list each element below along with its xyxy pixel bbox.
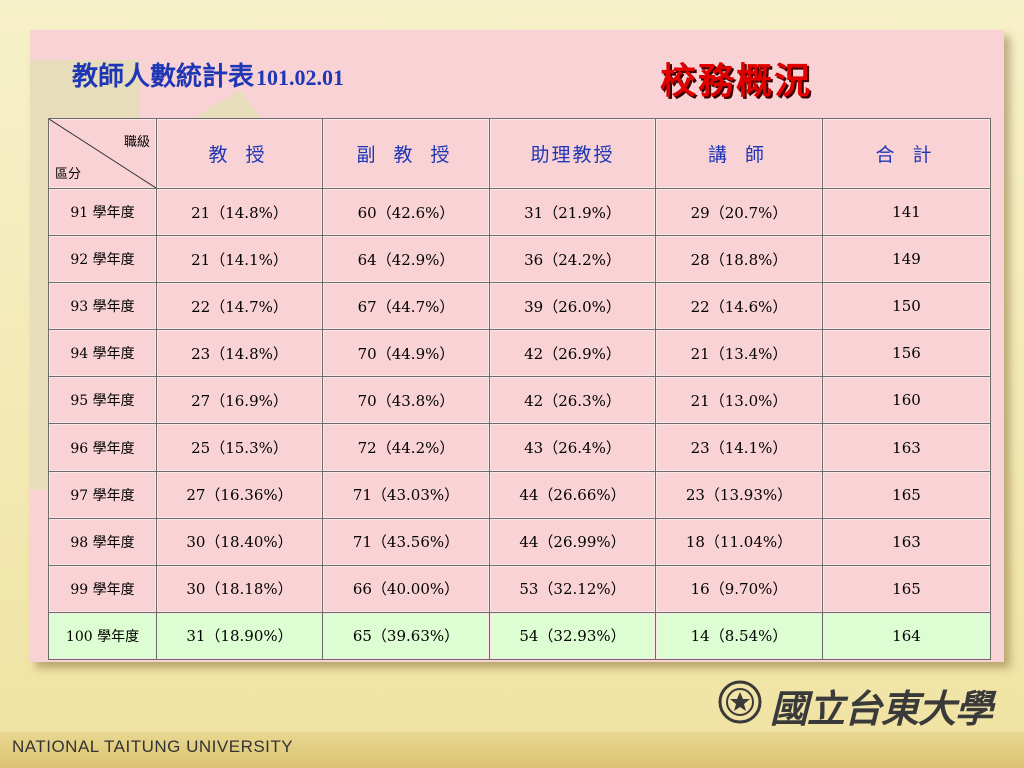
table-cell: 67（44.7%）	[322, 282, 490, 331]
table-cell: 43（26.4%）	[489, 423, 656, 472]
table-cell: 71（43.03%）	[322, 470, 490, 519]
table-row: 95 學年度 27（16.9%） 70（43.8%） 42（26.3%） 21（13.0…	[48, 376, 991, 425]
table-cell: 16（9.70%）	[655, 564, 823, 613]
row-header-year: 97 學年度	[48, 470, 157, 519]
row-header-year: 91 學年度	[48, 187, 157, 237]
table-header-row: 職級 區分 教 授 副 教 授 助理教授 講 師 合 計	[48, 118, 991, 189]
table-cell: 22（14.7%）	[156, 282, 323, 331]
table-cell: 72（44.2%）	[322, 423, 490, 472]
section-title: 校務概況	[660, 61, 813, 102]
faculty-stats-table: 職級 區分 教 授 副 教 授 助理教授 講 師 合 計 91 學年度 21（14…	[48, 118, 991, 661]
table-cell: 165	[822, 564, 991, 613]
column-header-associate-professor: 副 教 授	[322, 118, 490, 189]
page-title: 教師人數統計表101.02.01	[72, 56, 344, 93]
column-header-total: 合 計	[822, 118, 991, 189]
row-header-year: 93 學年度	[48, 282, 157, 331]
table-row: 99 學年度 30（18.18%） 66（40.00%） 53（32.12%） 16（9…	[48, 564, 991, 613]
table-cell: 44（26.99%）	[489, 517, 656, 566]
table-cell: 42（26.3%）	[489, 376, 656, 425]
table-cell: 141	[822, 187, 991, 237]
table-cell: 70（43.8%）	[322, 376, 490, 425]
table-cell: 28（18.8%）	[655, 235, 823, 284]
table-cell: 160	[822, 376, 991, 425]
table-cell: 60（42.6%）	[322, 187, 490, 237]
column-header-professor: 教 授	[156, 118, 323, 189]
table-row: 98 學年度 30（18.40%） 71（43.56%） 44（26.99%） 18（1…	[48, 517, 991, 566]
table-cell: 27（16.36%）	[156, 470, 323, 519]
table-cell: 163	[822, 517, 991, 566]
table-row: 100 學年度 31（18.90%） 65（39.63%） 54（32.93%） 14（…	[48, 611, 991, 661]
table-cell: 156	[822, 329, 991, 378]
table-cell: 23（13.93%）	[655, 470, 823, 519]
table-cell: 36（24.2%）	[489, 235, 656, 284]
table-cell: 66（40.00%）	[322, 564, 490, 613]
university-name-en: NATIONAL TAITUNG UNIVERSITY	[12, 737, 294, 756]
table-cell: 14（8.54%）	[655, 611, 823, 661]
table-body: 91 學年度 21（14.8%） 60（42.6%） 31（21.9%） 29（20.7…	[48, 187, 991, 661]
table-cell: 64（42.9%）	[322, 235, 490, 284]
table-row: 97 學年度 27（16.36%） 71（43.03%） 44（26.66%） 23（1…	[48, 470, 991, 519]
table-cell: 21（14.1%）	[156, 235, 323, 284]
table-cell: 39（26.0%）	[489, 282, 656, 331]
table-cell: 27（16.9%）	[156, 376, 323, 425]
table-cell: 54（32.93%）	[489, 611, 656, 661]
table-cell: 29（20.7%）	[655, 187, 823, 237]
table-cell: 65（39.63%）	[322, 611, 490, 661]
column-header-lecturer: 講 師	[655, 118, 823, 189]
table-cell: 23（14.8%）	[156, 329, 323, 378]
row-header-year: 99 學年度	[48, 564, 157, 613]
table-cell: 149	[822, 235, 991, 284]
corner-bottom-label: 區分	[55, 167, 82, 182]
table-cell: 22（14.6%）	[655, 282, 823, 331]
table-cell: 25（15.3%）	[156, 423, 323, 472]
title-date: 101.02.01	[256, 65, 345, 90]
table-cell: 53（32.12%）	[489, 564, 656, 613]
row-header-year: 98 學年度	[48, 517, 157, 566]
row-header-year: 94 學年度	[48, 329, 157, 378]
table-cell: 70（44.9%）	[322, 329, 490, 378]
table-row: 94 學年度 23（14.8%） 70（44.9%） 42（26.9%） 21（13.4…	[48, 329, 991, 378]
table-row: 96 學年度 25（15.3%） 72（44.2%） 43（26.4%） 23（14.1…	[48, 423, 991, 472]
table-cell: 71（43.56%）	[322, 517, 490, 566]
table-cell: 30（18.18%）	[156, 564, 323, 613]
row-header-year: 96 學年度	[48, 423, 157, 472]
table-cell: 44（26.66%）	[489, 470, 656, 519]
table-cell: 23（14.1%）	[655, 423, 823, 472]
table-cell: 21（14.8%）	[156, 187, 323, 237]
row-header-year: 100 學年度	[48, 611, 157, 661]
table-cell: 163	[822, 423, 991, 472]
table-cell: 21（13.4%）	[655, 329, 823, 378]
table-cell: 150	[822, 282, 991, 331]
table-cell: 30（18.40%）	[156, 517, 323, 566]
table-cell: 165	[822, 470, 991, 519]
table-row: 92 學年度 21（14.1%） 64（42.9%） 36（24.2%） 28（18.8…	[48, 235, 991, 284]
table-row: 93 學年度 22（14.7%） 67（44.7%） 39（26.0%） 22（14.6…	[48, 282, 991, 331]
corner-top-label: 職級	[123, 135, 150, 150]
table-cell: 42（26.9%）	[489, 329, 656, 378]
table-cell: 31（18.90%）	[156, 611, 323, 661]
table-cell: 164	[822, 611, 991, 661]
column-header-assistant-professor: 助理教授	[489, 118, 656, 189]
footer-band	[0, 732, 1024, 768]
row-header-year: 92 學年度	[48, 235, 157, 284]
university-name-zh: 國立台東大學	[770, 686, 993, 731]
row-header-year: 95 學年度	[48, 376, 157, 425]
table-cell: 31（21.9%）	[489, 187, 656, 237]
title-text: 教師人數統計表	[72, 62, 255, 92]
diagonal-line	[49, 119, 156, 188]
corner-cell: 職級 區分	[48, 118, 157, 189]
university-seal-icon	[718, 680, 762, 724]
table-cell: 18（11.04%）	[655, 517, 823, 566]
university-logo: 國立台東大學	[718, 676, 1018, 731]
table-cell: 21（13.0%）	[655, 376, 823, 425]
table-row: 91 學年度 21（14.8%） 60（42.6%） 31（21.9%） 29（20.7…	[48, 187, 991, 237]
